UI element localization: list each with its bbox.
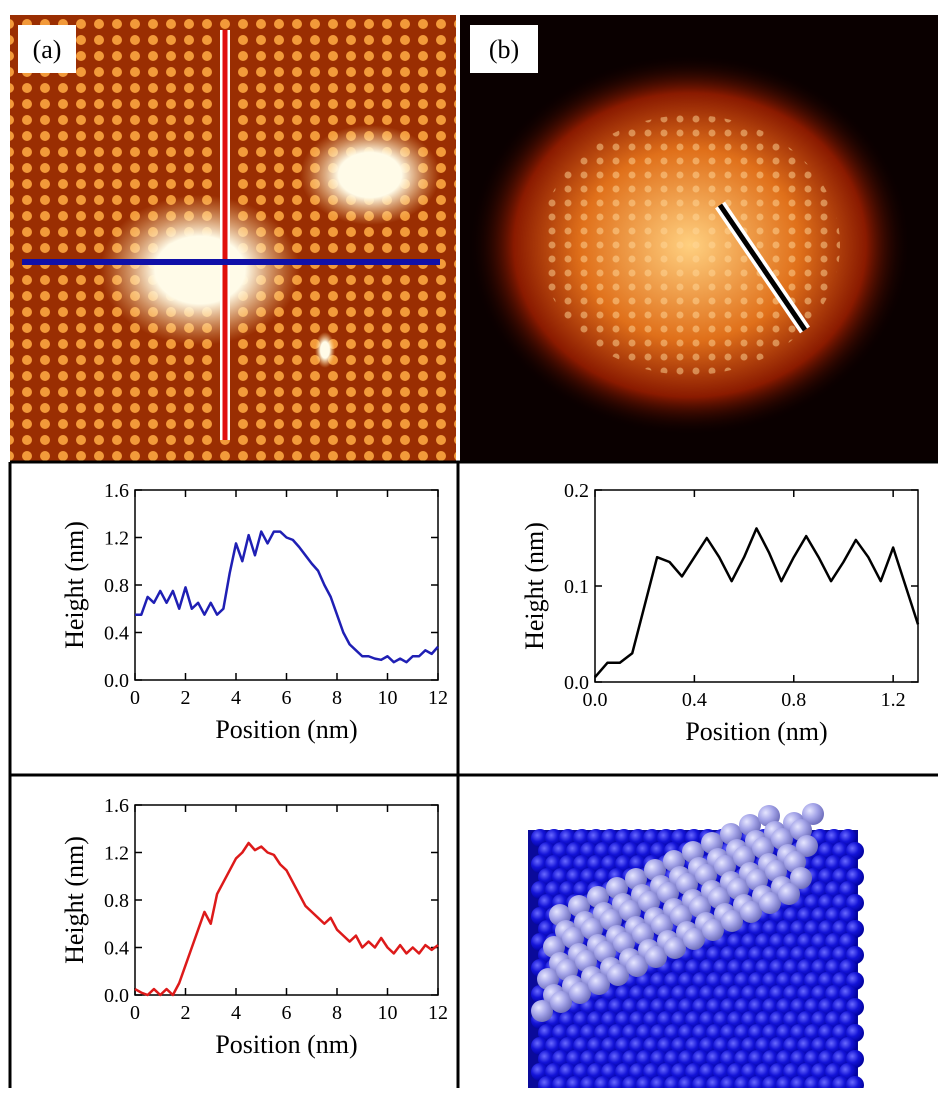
plot-frame <box>594 489 919 683</box>
x-axis-label: Position (nm) <box>215 715 357 744</box>
stm-image-a <box>10 15 456 462</box>
y-tick-label: 0.0 <box>104 670 129 692</box>
adatom <box>531 1000 553 1022</box>
adatom <box>569 982 591 1004</box>
adatom <box>550 991 572 1013</box>
adatom <box>664 937 686 959</box>
y-axis-label: Height (nm) <box>60 836 89 964</box>
y-tick-label: 1.2 <box>104 843 129 865</box>
data-line <box>135 530 439 664</box>
y-tick-label: 1.6 <box>104 795 129 817</box>
data-line <box>134 841 439 997</box>
adatom <box>796 835 818 857</box>
x-tick-label: 10 <box>378 1002 398 1024</box>
adatom <box>778 883 800 905</box>
y-tick-label: 1.6 <box>104 480 129 502</box>
adatom <box>645 946 667 968</box>
x-tick-label: 0.4 <box>682 689 707 711</box>
x-tick-label: 4 <box>231 1002 241 1024</box>
adatom <box>588 973 610 995</box>
x-tick-label: 0 <box>130 687 140 709</box>
y-tick-label: 0.0 <box>104 985 129 1007</box>
x-tick-label: 4 <box>231 687 241 709</box>
x-tick-label: 0 <box>130 1002 140 1024</box>
x-tick-label: 8 <box>332 1002 342 1024</box>
x-axis-label: Position (nm) <box>685 717 827 746</box>
x-tick-label: 10 <box>378 687 398 709</box>
panel-label: (b) <box>489 35 519 64</box>
y-tick-label: 0.8 <box>104 890 129 912</box>
stm-image-b <box>460 15 938 462</box>
y-tick-label: 0.0 <box>564 672 589 694</box>
x-tick-label: 1.2 <box>881 689 906 711</box>
x-tick-label: 12 <box>428 687 448 709</box>
adatom <box>683 928 705 950</box>
x-tick-label: 12 <box>428 1002 448 1024</box>
plot-frame <box>134 804 439 996</box>
panel-borders <box>8 460 938 1088</box>
y-tick-label: 0.2 <box>564 480 589 502</box>
x-tick-label: 6 <box>282 1002 292 1024</box>
atom-model <box>528 803 864 1093</box>
adatom <box>802 803 824 825</box>
adatom <box>721 910 743 932</box>
x-tick-label: 2 <box>181 687 191 709</box>
adatom <box>759 892 781 914</box>
x-tick-label: 8 <box>332 687 342 709</box>
y-tick-label: 0.4 <box>104 623 129 645</box>
adatom <box>790 867 812 889</box>
adatom <box>607 964 629 986</box>
y-tick-label: 1.2 <box>104 528 129 550</box>
x-tick-label: 2 <box>181 1002 191 1024</box>
adatom <box>740 901 762 923</box>
y-tick-label: 0.1 <box>564 576 589 598</box>
panel-label: (a) <box>33 35 62 64</box>
x-tick-label: 0.8 <box>781 689 806 711</box>
adatom <box>702 919 724 941</box>
x-tick-label: 6 <box>282 687 292 709</box>
y-axis-label: Height (nm) <box>520 522 549 650</box>
y-tick-label: 0.4 <box>104 938 129 960</box>
x-tick-label: 0.0 <box>583 689 608 711</box>
data-line <box>594 527 920 679</box>
y-tick-label: 0.8 <box>104 575 129 597</box>
plot-frame <box>134 489 439 681</box>
y-axis-label: Height (nm) <box>60 521 89 649</box>
x-axis-label: Position (nm) <box>215 1030 357 1059</box>
adatom <box>626 955 648 977</box>
label-box <box>18 25 76 73</box>
label-box <box>470 25 538 73</box>
